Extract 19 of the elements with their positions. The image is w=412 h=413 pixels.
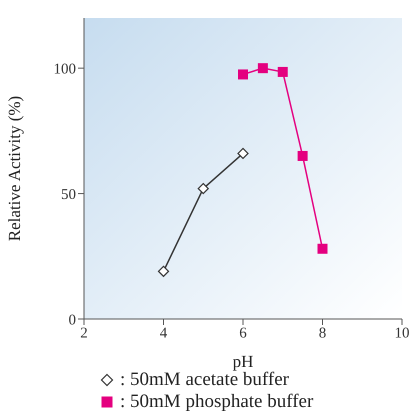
point — [238, 69, 248, 80]
y-tick-label: 50 — [61, 186, 76, 203]
x-axis-title: pH — [232, 352, 254, 371]
x-tick-label: 10 — [394, 326, 410, 342]
point — [198, 182, 209, 194]
point — [158, 266, 170, 277]
point — [298, 150, 308, 161]
y-tick-label: 100 — [54, 61, 76, 78]
point — [318, 244, 328, 254]
x-tick-label: 8 — [318, 326, 326, 342]
legend-label: : 50mM phosphate buffer — [120, 391, 314, 413]
x-tick-label: 4 — [160, 326, 168, 342]
y-tick-label: 0 — [68, 312, 76, 328]
point — [278, 66, 288, 77]
point — [237, 148, 249, 160]
x-tick-label: 2 — [80, 326, 88, 342]
point — [258, 63, 268, 74]
y-axis-title: Relative Activity (%) — [5, 96, 24, 242]
x-tick-label: 6 — [239, 326, 248, 342]
